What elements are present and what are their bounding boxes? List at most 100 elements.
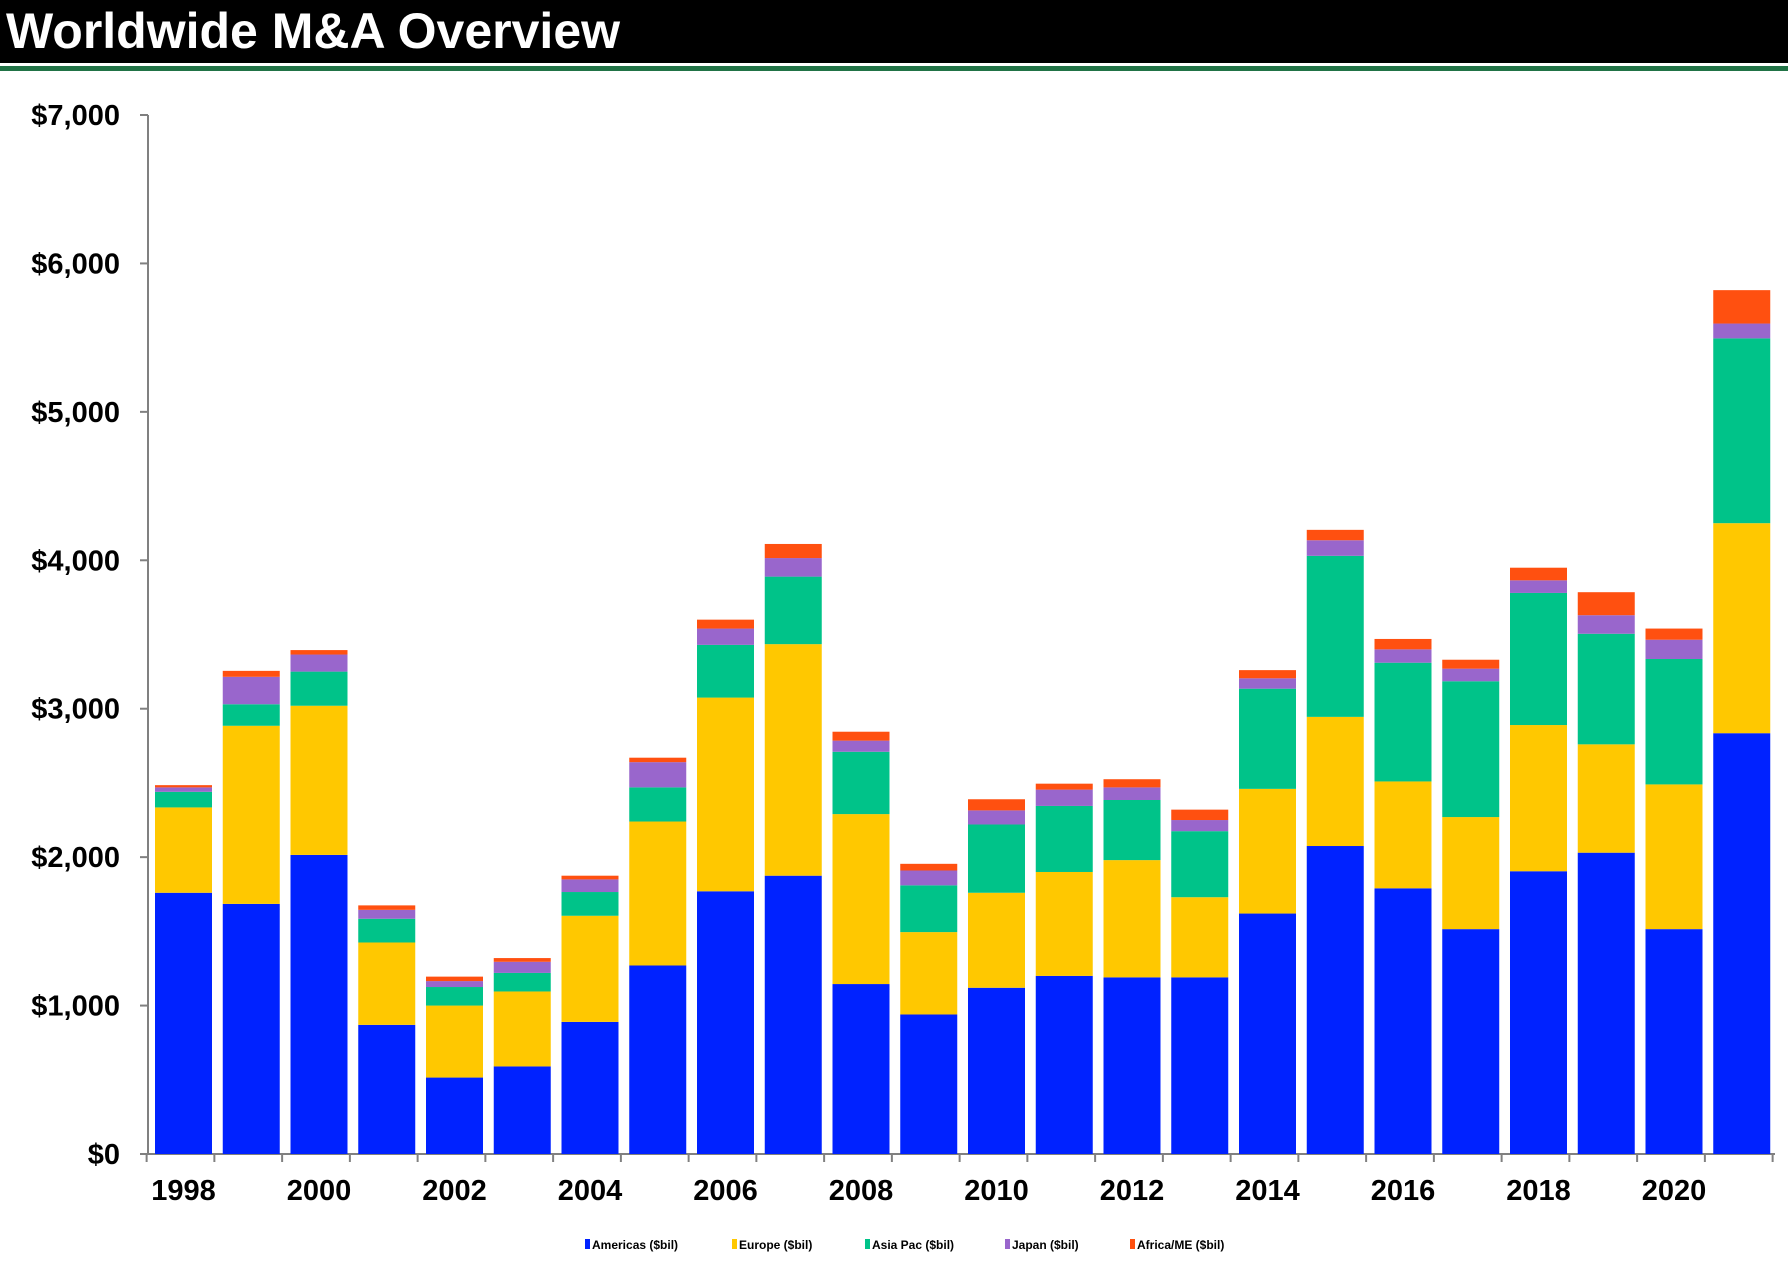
x-tick-label: 1998 (151, 1175, 216, 1207)
bar-2015-americas (1306, 846, 1364, 1154)
bar-2008-africame (832, 731, 890, 741)
bar-2001-africame (358, 905, 416, 910)
bar-2019-africame (1577, 592, 1635, 616)
x-tick-label: 2000 (287, 1175, 352, 1207)
y-tick-label: $1,000 (31, 991, 120, 1023)
bar-1999-africame (222, 670, 280, 677)
bar-1999-europe (222, 725, 280, 904)
bar-2016-europe (1374, 781, 1432, 889)
legend-label: Asia Pac ($bil) (872, 1238, 954, 1252)
bar-2002-americas (426, 1077, 483, 1154)
bar-2019-americas (1577, 852, 1635, 1154)
bar-2021-japan (1713, 323, 1771, 339)
bar-2012-japan (1103, 787, 1161, 800)
bar-2014-europe (1239, 788, 1296, 914)
bar-2004-japan (561, 879, 619, 893)
bar-2000-europe (290, 705, 348, 855)
x-tick-label: 2012 (1100, 1175, 1165, 1207)
bar-2009-americas (900, 1014, 958, 1154)
bar-2014-japan (1239, 678, 1296, 689)
bar-2004-europe (561, 915, 619, 1022)
bar-2018-americas (1510, 871, 1567, 1154)
bar-2021-americas (1713, 733, 1771, 1154)
bar-2000-americas (290, 854, 348, 1154)
legend-swatch (1130, 1239, 1135, 1249)
y-tick-label: $5,000 (31, 397, 120, 429)
bar-2007-asia (764, 576, 822, 645)
bar-2014-africame (1239, 670, 1296, 679)
bar-1998-africame (155, 785, 212, 788)
bar-2014-asia (1239, 688, 1296, 789)
x-tick-label: 2016 (1371, 1175, 1436, 1207)
bar-2008-japan (832, 740, 890, 752)
bar-1999-americas (222, 903, 280, 1154)
bar-2007-europe (764, 644, 822, 876)
y-tick-label: $6,000 (31, 248, 120, 280)
bar-2015-asia (1306, 555, 1364, 717)
bar-2007-japan (764, 558, 822, 577)
bar-2012-europe (1103, 860, 1161, 978)
bar-2012-americas (1103, 977, 1161, 1154)
bar-2013-europe (1171, 897, 1229, 978)
bar-2016-asia (1374, 662, 1432, 782)
bar-2003-africame (493, 958, 551, 962)
bar-2020-japan (1645, 639, 1703, 659)
bar-2005-africame (629, 757, 687, 763)
legend-label: Japan ($bil) (1012, 1238, 1079, 1252)
bar-2000-africame (290, 650, 348, 655)
bar-2015-africame (1306, 529, 1364, 541)
bar-2020-americas (1645, 929, 1703, 1154)
bar-2018-japan (1510, 580, 1567, 593)
bar-2002-japan (426, 981, 483, 988)
bar-2000-japan (290, 654, 348, 672)
title-bar: Worldwide M&A Overview (0, 0, 1788, 63)
y-tick-label: $4,000 (31, 545, 120, 577)
bar-2011-americas (1035, 975, 1093, 1154)
bar-2015-europe (1306, 716, 1364, 847)
title-divider (0, 66, 1788, 71)
page-title: Worldwide M&A Overview (6, 3, 621, 59)
legend-label: Africa/ME ($bil) (1137, 1238, 1224, 1252)
bar-2019-japan (1577, 615, 1635, 634)
x-tick-label: 2010 (964, 1175, 1029, 1207)
legend-swatch (585, 1239, 590, 1249)
bar-2020-africame (1645, 628, 1703, 640)
bar-2018-asia (1510, 592, 1567, 726)
bar-2013-asia (1171, 831, 1229, 898)
legend-swatch (1005, 1239, 1010, 1249)
bar-2006-japan (697, 628, 754, 645)
bar-2005-europe (629, 821, 687, 966)
bar-2017-africame (1442, 659, 1500, 669)
bar-2015-japan (1306, 540, 1364, 556)
bar-2021-asia (1713, 338, 1771, 524)
bar-2006-asia (697, 644, 754, 698)
legend-swatch (732, 1239, 737, 1249)
legend-label: Americas ($bil) (592, 1238, 678, 1252)
bar-2019-asia (1577, 633, 1635, 745)
bar-2002-asia (426, 987, 483, 1006)
bar-2006-americas (697, 891, 754, 1154)
bar-2010-japan (968, 810, 1025, 825)
bar-1998-asia (155, 791, 212, 808)
bar-2018-europe (1510, 725, 1567, 872)
bar-2021-europe (1713, 523, 1771, 734)
bar-2009-africame (900, 863, 958, 871)
bar-2012-africame (1103, 779, 1161, 788)
x-tick-label: 2006 (693, 1175, 758, 1207)
bar-2003-asia (493, 972, 551, 992)
bar-2020-asia (1645, 658, 1703, 785)
bar-2004-americas (561, 1021, 619, 1154)
bar-2006-europe (697, 697, 754, 892)
bar-2016-africame (1374, 638, 1432, 650)
bar-1999-japan (222, 676, 280, 705)
bar-2020-europe (1645, 784, 1703, 930)
bar-1998-americas (155, 892, 212, 1154)
bar-2005-americas (629, 965, 687, 1154)
bar-2004-asia (561, 892, 619, 916)
bar-2005-japan (629, 762, 687, 788)
bar-2002-europe (426, 1005, 483, 1078)
bar-1999-asia (222, 704, 280, 726)
bar-2003-americas (493, 1066, 551, 1154)
bar-2003-europe (493, 991, 551, 1067)
